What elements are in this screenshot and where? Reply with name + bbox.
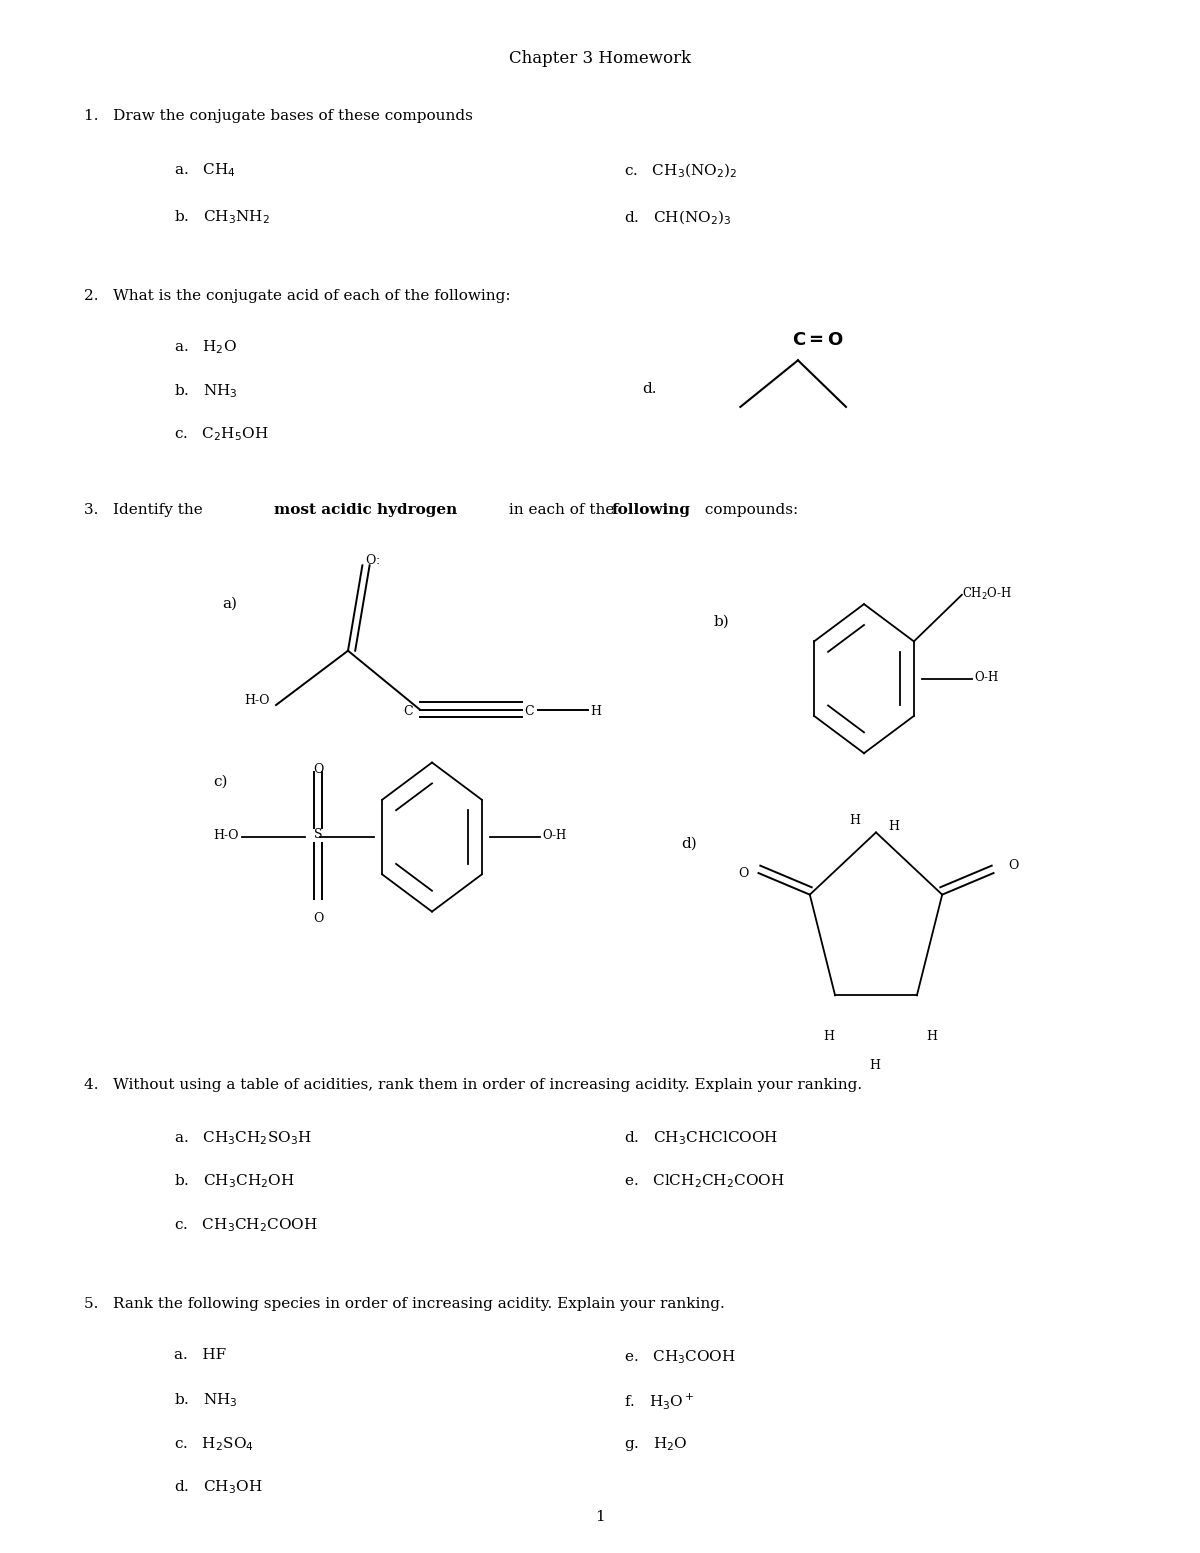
Text: a.   H$_2$O: a. H$_2$O — [174, 339, 236, 356]
Text: CH$_2$O-H: CH$_2$O-H — [962, 585, 1012, 601]
Text: e.   ClCH$_2$CH$_2$COOH: e. ClCH$_2$CH$_2$COOH — [624, 1173, 785, 1190]
Text: O: O — [738, 867, 749, 881]
Text: O-H: O-H — [542, 829, 566, 842]
Text: d.   CH$_3$OH: d. CH$_3$OH — [174, 1478, 263, 1496]
Text: a.   CH$_4$: a. CH$_4$ — [174, 162, 235, 179]
Text: H: H — [850, 814, 860, 826]
Text: e.   CH$_3$COOH: e. CH$_3$COOH — [624, 1348, 736, 1365]
Text: O-H: O-H — [974, 671, 998, 683]
Text: S: S — [313, 828, 323, 840]
Text: f.   H$_3$O$^+$: f. H$_3$O$^+$ — [624, 1391, 695, 1412]
Text: 2.   What is the conjugate acid of each of the following:: 2. What is the conjugate acid of each of… — [84, 289, 511, 303]
Text: b.   NH$_3$: b. NH$_3$ — [174, 382, 238, 399]
Text: H: H — [590, 705, 601, 717]
Text: d.   CH$_3$CHClCOOH: d. CH$_3$CHClCOOH — [624, 1129, 778, 1146]
Text: compounds:: compounds: — [700, 503, 798, 517]
Text: most acidic hydrogen: most acidic hydrogen — [274, 503, 457, 517]
Text: H: H — [888, 820, 899, 832]
Text: O: O — [313, 912, 323, 924]
Text: O: O — [313, 763, 323, 775]
Text: $\mathbf{C{=}O}$: $\mathbf{C{=}O}$ — [792, 331, 844, 349]
Text: a.   HF: a. HF — [174, 1348, 226, 1362]
Text: c): c) — [214, 775, 228, 789]
Text: c.   C$_2$H$_5$OH: c. C$_2$H$_5$OH — [174, 426, 269, 443]
Text: 3.   Identify the: 3. Identify the — [84, 503, 208, 517]
Text: b.   NH$_3$: b. NH$_3$ — [174, 1391, 238, 1409]
Text: H: H — [823, 1030, 834, 1042]
Text: b.   CH$_3$NH$_2$: b. CH$_3$NH$_2$ — [174, 208, 270, 225]
Text: 5.   Rank the following species in order of increasing acidity. Explain your ran: 5. Rank the following species in order o… — [84, 1297, 725, 1311]
Text: b.   CH$_3$CH$_2$OH: b. CH$_3$CH$_2$OH — [174, 1173, 295, 1190]
Text: c.   H$_2$SO$_4$: c. H$_2$SO$_4$ — [174, 1435, 254, 1452]
Text: g.   H$_2$O: g. H$_2$O — [624, 1435, 688, 1454]
Text: b): b) — [714, 615, 730, 629]
Text: c.   CH$_3$(NO$_2$)$_2$: c. CH$_3$(NO$_2$)$_2$ — [624, 162, 737, 180]
Text: C: C — [524, 705, 534, 717]
Text: H-O: H-O — [245, 694, 270, 707]
Text: H: H — [926, 1030, 937, 1042]
Text: d): d) — [682, 837, 697, 851]
Text: d.: d. — [642, 382, 656, 396]
Text: a): a) — [222, 596, 238, 610]
Text: a.   CH$_3$CH$_2$SO$_3$H: a. CH$_3$CH$_2$SO$_3$H — [174, 1129, 312, 1146]
Text: O$\colon$: O$\colon$ — [365, 553, 379, 567]
Text: 4.   Without using a table of acidities, rank them in order of increasing acidit: 4. Without using a table of acidities, r… — [84, 1078, 862, 1092]
Text: d.   CH(NO$_2$)$_3$: d. CH(NO$_2$)$_3$ — [624, 208, 731, 227]
Text: following: following — [612, 503, 691, 517]
Text: 1: 1 — [595, 1510, 605, 1523]
Text: in each of the: in each of the — [504, 503, 619, 517]
Text: H: H — [869, 1059, 880, 1072]
Text: O: O — [1008, 859, 1019, 873]
Text: C: C — [403, 705, 413, 717]
Text: c.   CH$_3$CH$_2$COOH: c. CH$_3$CH$_2$COOH — [174, 1216, 318, 1233]
Text: H-O: H-O — [214, 829, 239, 842]
Text: 1.   Draw the conjugate bases of these compounds: 1. Draw the conjugate bases of these com… — [84, 109, 473, 123]
Text: Chapter 3 Homework: Chapter 3 Homework — [509, 50, 691, 67]
